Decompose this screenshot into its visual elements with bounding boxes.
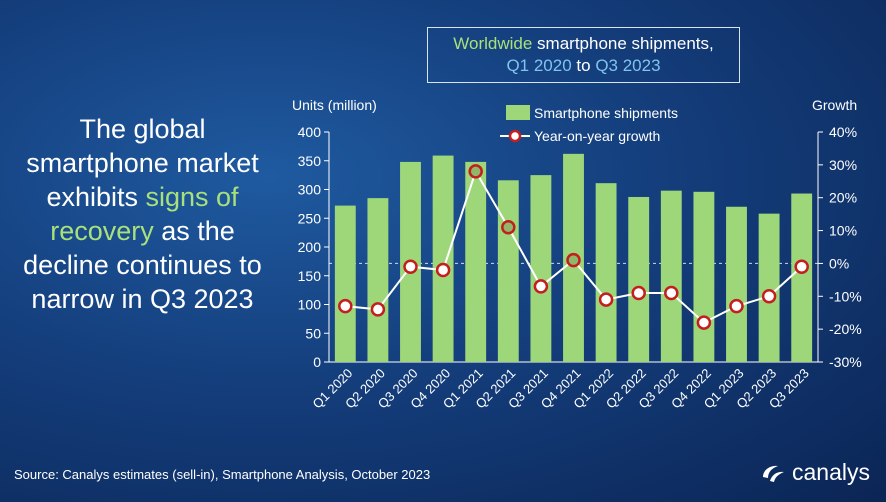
bar xyxy=(758,213,780,362)
growth-point xyxy=(664,285,679,301)
title-to: to xyxy=(571,56,596,75)
growth-point xyxy=(533,279,549,294)
growth-point xyxy=(729,298,744,314)
y2-tick-label: -10% xyxy=(829,288,862,304)
bar xyxy=(628,196,650,362)
chart-title: Worldwide smartphone shipments, Q1 2020 … xyxy=(427,27,740,83)
y2-tick-label: -20% xyxy=(829,321,862,337)
legend-bar-label: Smartphone shipments xyxy=(534,105,678,121)
y2-tick-label: 30% xyxy=(829,157,857,173)
growth-point xyxy=(566,252,581,268)
bar xyxy=(432,155,454,362)
bar xyxy=(465,161,487,362)
growth-point xyxy=(468,164,483,179)
title-start-quarter: Q1 2020 xyxy=(506,56,572,75)
title-worldwide: Worldwide xyxy=(453,34,533,53)
y-tick-label: 250 xyxy=(298,210,322,226)
growth-point xyxy=(696,315,712,330)
y-tick-label: 200 xyxy=(298,239,322,255)
logo-text: canalys xyxy=(792,459,870,485)
growth-point xyxy=(403,259,418,274)
growth-point xyxy=(631,285,646,301)
y2-tick-label: -30% xyxy=(829,354,862,370)
y-tick-label: 400 xyxy=(298,124,322,140)
title-shipments: smartphone shipments, xyxy=(532,34,714,53)
y2-axis-title: Growth xyxy=(812,97,857,113)
source-note: Source: Canalys estimates (sell-in), Sma… xyxy=(14,467,431,482)
growth-point xyxy=(598,292,614,307)
bar xyxy=(660,190,682,362)
y-tick-label: 0 xyxy=(313,354,321,370)
growth-point xyxy=(761,289,777,304)
legend-line-marker xyxy=(508,129,522,143)
growth-point xyxy=(794,259,809,274)
title-end-quarter: Q3 2023 xyxy=(595,56,661,75)
bar xyxy=(334,205,356,362)
y-tick-label: 50 xyxy=(305,325,321,341)
canalys-logo: canalys xyxy=(760,459,870,486)
y-axis-title: Units (million) xyxy=(292,97,377,113)
y2-tick-label: 0% xyxy=(829,255,849,271)
bar xyxy=(530,175,552,362)
bar xyxy=(367,198,389,362)
y2-tick-label: 10% xyxy=(829,223,857,239)
growth-point xyxy=(501,220,516,235)
bar xyxy=(726,206,747,362)
canalys-logo-icon xyxy=(763,465,784,482)
bar xyxy=(693,191,715,362)
bar xyxy=(791,193,813,362)
growth-point xyxy=(370,302,386,317)
legend-bar-swatch xyxy=(506,105,530,120)
headline: The global smartphone market exhibits si… xyxy=(10,112,275,316)
headline-text-end: as the decline continues to narrow in Q3… xyxy=(23,216,262,314)
y2-tick-label: 40% xyxy=(829,124,857,140)
bar xyxy=(595,183,617,362)
bar xyxy=(497,180,519,362)
y-tick-label: 100 xyxy=(298,297,322,313)
y2-tick-label: 20% xyxy=(829,190,857,206)
headline-highlight: signs of recovery xyxy=(50,182,239,246)
y-tick-label: 350 xyxy=(298,153,322,169)
legend-line-label: Year-on-year growth xyxy=(534,128,660,144)
y-tick-label: 150 xyxy=(298,268,322,284)
growth-point xyxy=(435,262,451,278)
headline-text-start: The global smartphone market exhibits xyxy=(26,114,259,212)
y-tick-label: 300 xyxy=(298,182,322,198)
growth-point xyxy=(338,298,353,314)
